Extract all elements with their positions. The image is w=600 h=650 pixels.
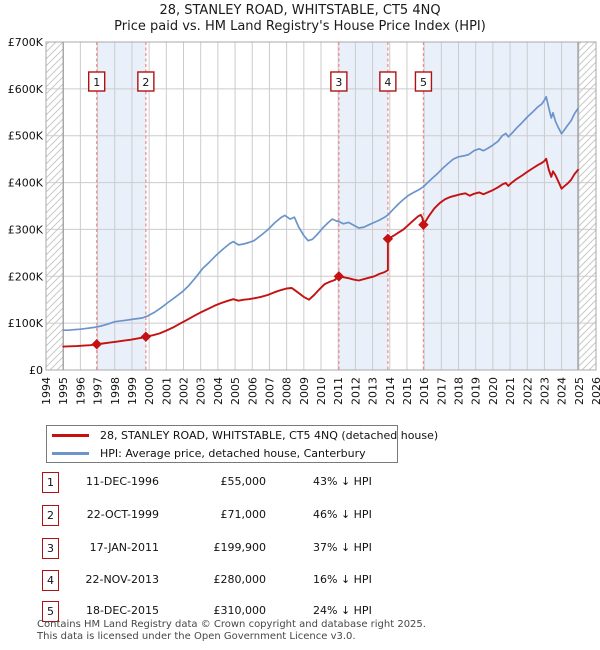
svg-text:£100K: £100K	[8, 317, 44, 330]
svg-text:2011: 2011	[332, 377, 345, 405]
svg-text:2005: 2005	[229, 377, 242, 405]
sale-price: £71,000	[220, 508, 267, 521]
svg-text:1996: 1996	[74, 377, 87, 405]
sale-number-badge: 5	[42, 601, 59, 622]
svg-text:2016: 2016	[418, 377, 431, 405]
svg-text:2014: 2014	[384, 377, 397, 405]
svg-text:£300K: £300K	[8, 223, 44, 236]
svg-text:2019: 2019	[470, 377, 483, 405]
sale-date: 17-JAN-2011	[89, 541, 159, 554]
sale-row-2: 2 22-OCT-1999 £71,000 46% ↓ HPI	[0, 505, 600, 526]
svg-text:2015: 2015	[401, 377, 414, 405]
chart-title: 28, STANLEY ROAD, WHITSTABLE, CT5 4NQ Pr…	[0, 3, 600, 35]
sale-number-badge: 2	[42, 505, 59, 526]
svg-text:£0: £0	[29, 364, 43, 377]
legend-label-hpi: HPI: Average price, detached house, Cant…	[100, 446, 366, 460]
svg-text:1995: 1995	[57, 377, 70, 405]
svg-text:2000: 2000	[143, 377, 156, 405]
svg-text:2001: 2001	[160, 377, 173, 405]
svg-text:£200K: £200K	[8, 270, 44, 283]
sale-hpi-delta: 46% ↓ HPI	[313, 508, 372, 521]
svg-text:2012: 2012	[349, 377, 362, 405]
footer-line1: Contains HM Land Registry data © Crown c…	[37, 619, 426, 630]
sale-date: 22-OCT-1999	[86, 508, 159, 521]
sale-price: £280,000	[213, 573, 267, 586]
sale-row-3: 3 17-JAN-2011 £199,900 37% ↓ HPI	[0, 538, 600, 559]
sale-hpi-delta: 37% ↓ HPI	[313, 541, 372, 554]
svg-text:£700K: £700K	[8, 36, 44, 49]
sale-price: £55,000	[220, 475, 267, 488]
copyright-footer: Contains HM Land Registry data © Crown c…	[37, 619, 597, 642]
svg-text:2020: 2020	[487, 377, 500, 405]
svg-text:2025: 2025	[573, 377, 586, 405]
chart-title-line1: 28, STANLEY ROAD, WHITSTABLE, CT5 4NQ	[159, 3, 441, 18]
svg-text:1998: 1998	[109, 377, 122, 405]
chart-title-line2: Price paid vs. HM Land Registry's House …	[114, 19, 486, 34]
svg-text:4: 4	[384, 76, 391, 89]
svg-text:2003: 2003	[195, 377, 208, 405]
svg-text:2010: 2010	[315, 377, 328, 405]
sale-hpi-delta: 16% ↓ HPI	[313, 573, 372, 586]
sale-price: £310,000	[213, 604, 267, 617]
sale-price: £199,900	[213, 541, 267, 554]
price-chart-canvas: 1 2 3 4 5 £0 £100K £200K £300K £400K £500K £600K £70…	[8, 36, 600, 405]
svg-text:1999: 1999	[126, 377, 139, 405]
svg-text:2002: 2002	[178, 377, 191, 405]
sale-number-badge: 1	[42, 472, 59, 493]
sale-hpi-delta: 43% ↓ HPI	[313, 475, 372, 488]
svg-text:2: 2	[142, 76, 149, 89]
svg-text:2007: 2007	[263, 377, 276, 405]
sale-row-4: 4 22-NOV-2013 £280,000 16% ↓ HPI	[0, 570, 600, 591]
svg-text:3: 3	[335, 76, 342, 89]
sale-row-1: 1 11-DEC-1996 £55,000 43% ↓ HPI	[0, 472, 600, 493]
svg-text:£500K: £500K	[8, 130, 44, 143]
price-paid-line-swatch	[52, 433, 89, 437]
hpi-line-swatch	[52, 451, 89, 455]
svg-text:2013: 2013	[367, 377, 380, 405]
footer-line2: This data is licensed under the Open Gov…	[37, 630, 356, 642]
svg-text:£600K: £600K	[8, 83, 44, 96]
svg-text:2021: 2021	[504, 377, 517, 405]
sale-date: 22-NOV-2013	[85, 573, 159, 586]
sale-number-badge: 4	[42, 570, 59, 591]
svg-text:5: 5	[420, 76, 427, 89]
svg-text:2008: 2008	[281, 377, 294, 405]
svg-text:2026: 2026	[590, 377, 600, 405]
svg-text:2009: 2009	[298, 377, 311, 405]
sale-date: 18-DEC-2015	[85, 604, 159, 617]
legend-label-price-paid: 28, STANLEY ROAD, WHITSTABLE, CT5 4NQ (d…	[100, 428, 439, 442]
svg-text:2006: 2006	[246, 377, 259, 405]
svg-text:2018: 2018	[453, 377, 466, 405]
svg-text:2023: 2023	[538, 377, 551, 405]
legend-row-hpi: HPI: Average price, detached house, Cant…	[47, 446, 397, 461]
legend-row-price-paid: 28, STANLEY ROAD, WHITSTABLE, CT5 4NQ (d…	[47, 428, 438, 443]
sale-number-badge: 3	[42, 538, 59, 559]
svg-text:2024: 2024	[556, 377, 569, 405]
svg-text:1997: 1997	[92, 377, 105, 405]
svg-text:1994: 1994	[40, 377, 53, 405]
svg-text:2017: 2017	[435, 377, 448, 405]
chart-legend: 28, STANLEY ROAD, WHITSTABLE, CT5 4NQ (d…	[46, 425, 438, 463]
sale-row-5: 5 18-DEC-2015 £310,000 24% ↓ HPI	[0, 601, 600, 622]
sale-hpi-delta: 24% ↓ HPI	[313, 604, 372, 617]
svg-text:2004: 2004	[212, 377, 225, 405]
sale-date: 11-DEC-1996	[85, 475, 159, 488]
svg-text:2022: 2022	[521, 377, 534, 405]
svg-text:1: 1	[93, 76, 100, 89]
svg-text:£400K: £400K	[8, 177, 44, 190]
